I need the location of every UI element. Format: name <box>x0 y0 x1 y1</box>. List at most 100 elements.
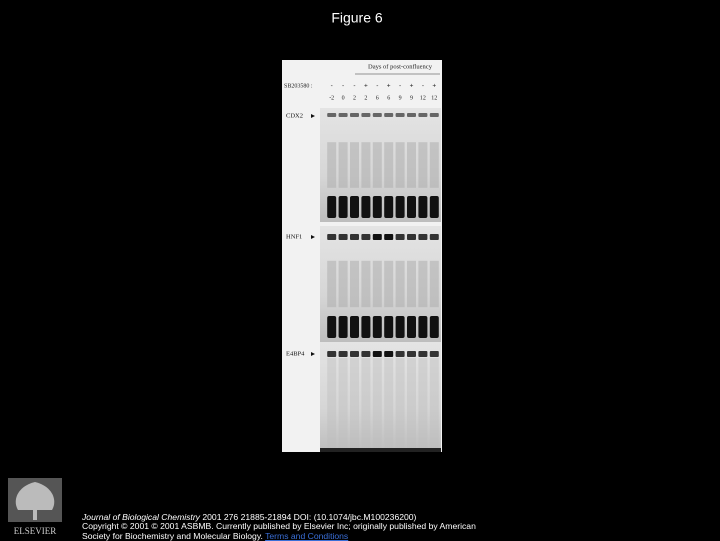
smear <box>418 142 428 188</box>
treatment-label: SB203580 : <box>284 83 313 89</box>
lane-smear <box>395 358 405 452</box>
treatment-sign: - <box>399 83 401 90</box>
band <box>418 234 428 240</box>
lane-smear <box>338 358 348 452</box>
free-probe <box>361 196 371 218</box>
axis-title: Days of post-confluency <box>368 63 433 70</box>
smear <box>338 260 348 308</box>
free-probe <box>320 448 441 452</box>
lane-smear <box>372 358 382 452</box>
smear <box>429 142 439 188</box>
day-label: 2 <box>353 95 356 101</box>
band <box>327 351 337 357</box>
publisher: ELSEVIER <box>14 526 57 536</box>
gel-figure: Days of post-confluency SB203580 : - - - + -… <box>282 60 442 452</box>
band <box>429 351 439 357</box>
copyright: Copyright © 2001 © 2001 ASBMB. Currently… <box>82 521 476 531</box>
band <box>418 351 428 357</box>
terms-link[interactable]: Terms and Conditions <box>265 531 349 541</box>
lane-smear <box>418 358 428 452</box>
treatment-sign: + <box>364 83 368 90</box>
free-probe <box>429 196 439 218</box>
day-label: 2 <box>364 95 367 101</box>
arrow <box>311 235 315 239</box>
band <box>350 234 359 240</box>
day-label: 9 <box>399 95 402 101</box>
band <box>418 113 428 117</box>
treatment-sign: + <box>410 83 414 90</box>
band <box>361 234 371 240</box>
free-probe <box>350 316 359 338</box>
smear <box>327 260 337 308</box>
free-probe <box>327 316 337 338</box>
band <box>395 351 405 357</box>
free-probe <box>418 196 428 218</box>
band <box>372 113 382 117</box>
band <box>338 234 348 240</box>
band <box>372 234 382 240</box>
band <box>327 234 337 240</box>
panel-label: HNF1 <box>286 233 302 240</box>
lane-smear <box>429 358 439 452</box>
treatment-sign: - <box>342 83 344 90</box>
band <box>407 351 416 357</box>
smear <box>361 260 371 308</box>
day-label: 6 <box>387 95 390 101</box>
free-probe <box>384 316 394 338</box>
elsevier-logo: ELSEVIER <box>8 478 62 536</box>
band <box>327 113 337 117</box>
smear <box>372 142 382 188</box>
day-label: 6 <box>376 95 379 101</box>
smear <box>395 260 405 308</box>
free-probe <box>407 196 416 218</box>
arrow <box>311 114 315 118</box>
smear <box>384 260 394 308</box>
lane-smear <box>327 358 337 452</box>
citation: Journal of Biological Chemistry 2001 276… <box>82 512 416 522</box>
smear <box>407 260 416 308</box>
smear <box>407 142 416 188</box>
free-probe <box>338 196 348 218</box>
free-probe <box>395 196 405 218</box>
panel-label: E4BP4 <box>286 350 305 357</box>
free-probe <box>361 316 371 338</box>
gel-panel <box>320 342 441 452</box>
free-probe <box>407 316 416 338</box>
treatment-sign: - <box>331 83 333 90</box>
copyright-cont: Society for Biochemistry and Molecular B… <box>82 531 348 541</box>
treatment-sign: - <box>422 83 424 90</box>
band <box>384 351 394 357</box>
band <box>395 113 405 117</box>
band <box>395 234 405 240</box>
day-label: 0 <box>342 95 345 101</box>
copyright-text: Society for Biochemistry and Molecular B… <box>82 531 263 541</box>
smear <box>429 260 439 308</box>
treatment-sign: + <box>387 83 391 90</box>
smear <box>350 142 359 188</box>
free-probe <box>372 196 382 218</box>
band <box>384 113 394 117</box>
band <box>338 351 348 357</box>
lane-smear <box>407 358 416 452</box>
day-label: 12 <box>420 95 426 101</box>
smear <box>418 260 428 308</box>
band <box>350 113 359 117</box>
journal: Journal of Biological Chemistry <box>82 512 200 522</box>
band <box>429 113 439 117</box>
smear <box>338 142 348 188</box>
day-label: -2 <box>329 95 334 101</box>
band <box>338 113 348 117</box>
band <box>350 351 359 357</box>
day-label: 9 <box>410 95 413 101</box>
citation-details: 2001 276 21885-21894 DOI: (10.1074/jbc.M… <box>199 512 417 522</box>
free-probe <box>372 316 382 338</box>
lane-smear <box>361 358 371 452</box>
treatment-sign: + <box>432 83 436 90</box>
smear <box>327 142 337 188</box>
free-probe <box>327 196 337 218</box>
treatment-sign: - <box>353 83 355 90</box>
free-probe <box>395 316 405 338</box>
band <box>361 113 371 117</box>
